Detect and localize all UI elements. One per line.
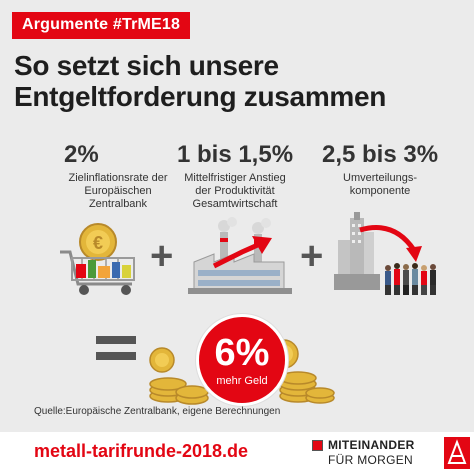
component-value: 2%: [64, 141, 99, 168]
result-value: 6%: [214, 332, 270, 374]
result-label: mehr Geld: [216, 375, 268, 387]
component-description: Zielinflationsrate der Europäischen Zent…: [58, 172, 178, 211]
headline-line-1: So setzt sich unsere: [14, 50, 279, 81]
footer: [0, 432, 474, 474]
desc-line: Umverteilungs-: [343, 172, 417, 184]
component-value: 2,5 bis 3%: [321, 141, 439, 168]
desc-line: komponente: [349, 185, 411, 197]
equals-sign: [96, 336, 136, 368]
headline-line-2: Entgeltforderung zusammen: [14, 81, 387, 112]
slogan-square-icon: [312, 440, 323, 451]
component-productivity: 1 bis 1,5% Mittelfristiger Anstieg der P…: [170, 142, 300, 211]
city-people-icon: [334, 212, 436, 295]
hashtag-label: Argumente #TrME18: [12, 12, 191, 39]
slogan-line-2: FÜR MORGEN: [328, 453, 413, 467]
desc-line: Zentralbank: [88, 198, 148, 210]
people-group: [385, 263, 436, 295]
result-badge: 6% mehr Geld: [196, 314, 288, 406]
desc-line: Gesamtwirtschaft: [192, 198, 278, 210]
component-inflation: 2% Zielinflationsrate der Europäischen Z…: [58, 142, 178, 211]
shopping-cart-icon: €: [60, 223, 135, 295]
component-description: Mittelfristiger Anstieg der Produktivitä…: [170, 172, 300, 211]
desc-line: Europäischen: [84, 185, 152, 197]
campaign-url-link[interactable]: metall-tarifrunde-2018.de: [34, 441, 249, 461]
component-description: Umverteilungs- komponente: [310, 172, 450, 198]
factory-icon: [188, 217, 292, 294]
plus-sign: +: [300, 234, 324, 278]
svg-text:€: €: [93, 233, 103, 253]
desc-line: Zielinflationsrate der: [68, 172, 168, 184]
ig-metall-logo-icon: [444, 437, 470, 469]
desc-line: Mittelfristiger Anstieg: [184, 172, 286, 184]
plus-sign: +: [150, 234, 174, 278]
slogan-line-1: MITEINANDER: [328, 438, 415, 452]
headline: So setzt sich unsere Entgeltforderung zu…: [14, 50, 466, 112]
source-note: Quelle:Europäische Zentralbank, eigene B…: [34, 406, 281, 417]
desc-line: der Produktivität: [195, 185, 275, 197]
component-redistribution: 2,5 bis 3% Umverteilungs- komponente: [310, 142, 450, 198]
slogan-logo: MITEINANDER FÜR MORGEN: [312, 436, 440, 470]
component-value: 1 bis 1,5%: [176, 141, 294, 168]
